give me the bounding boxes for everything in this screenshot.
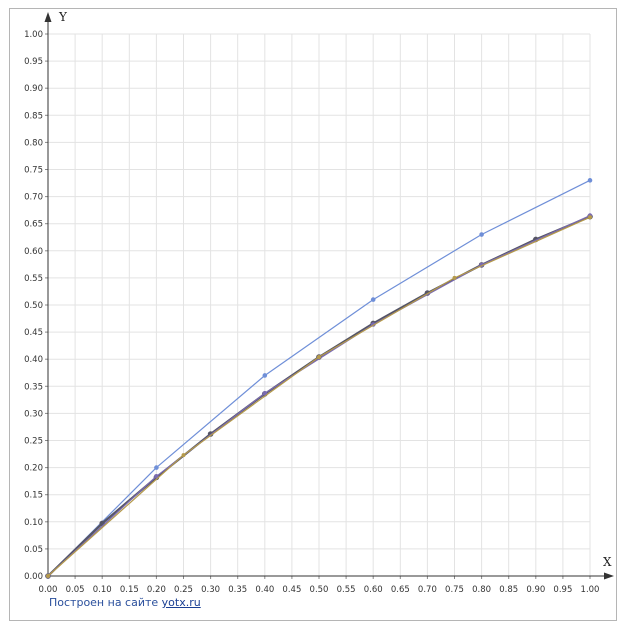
y-tick-label: 0.05: [24, 545, 43, 555]
y-tick-label: 0.40: [24, 355, 43, 365]
x-tick-label: 0.70: [418, 585, 437, 595]
series-4-point: [588, 215, 592, 220]
x-tick-label: 0.35: [228, 585, 247, 595]
credit-link[interactable]: yotx.ru: [161, 596, 201, 609]
y-tick-labels: 0.00 0.05 0.10 0.15 0.20 0.25 0.30 0.35 0.40 0.45…: [24, 30, 43, 582]
y-tick-label: 0.20: [24, 464, 43, 474]
x-tick-label: 0.50: [310, 585, 329, 595]
x-tick-label: 0.95: [553, 585, 572, 595]
series-4-point: [317, 355, 321, 360]
series-4: [46, 215, 592, 578]
y-tick-label: 0.50: [24, 301, 43, 311]
credit-line: Построен на сайте yotx.ru: [49, 596, 201, 609]
series-4-point: [181, 453, 186, 458]
y-tick-label: 0.45: [24, 328, 43, 338]
x-tick-labels: 0.00 0.05 0.10 0.15 0.20 0.25 0.30 0.35 0.40 0.45…: [39, 585, 600, 595]
x-tick-label: 0.85: [499, 585, 518, 595]
y-tick-label: 0.25: [24, 437, 43, 447]
x-tick-label: 0.45: [282, 585, 301, 595]
credit-text: Построен на сайте: [49, 596, 162, 609]
y-tick-label: 0.10: [24, 518, 43, 528]
y-tick-label: 0.70: [24, 193, 43, 203]
x-tick-label: 0.90: [526, 585, 545, 595]
y-tick-label: 0.85: [24, 111, 43, 121]
y-tick-label: 0.65: [24, 220, 43, 230]
axes: X Y: [44, 10, 614, 580]
x-tick-label: 0.55: [337, 585, 356, 595]
x-tick-label: 0.75: [445, 585, 464, 595]
y-tick-label: 0.15: [24, 491, 43, 501]
x-tick-label: 0.80: [472, 585, 491, 595]
x-tick-label: 0.25: [174, 585, 193, 595]
x-axis-arrow: [604, 572, 614, 580]
x-tick-label: 0.15: [120, 585, 139, 595]
series-group: [45, 178, 593, 579]
series-1-line: [47, 179, 591, 577]
x-tick-label: 0.60: [364, 585, 383, 595]
y-tick-label: 0.60: [24, 247, 43, 257]
x-tick-label: 0.40: [255, 585, 274, 595]
series-1-point: [262, 373, 268, 378]
x-tick-label: 0.65: [391, 585, 410, 595]
x-tick-label: 0.00: [39, 585, 58, 595]
x-tick-label: 1.00: [581, 585, 600, 595]
x-axis-label: X: [603, 555, 612, 569]
y-tick-label: 1.00: [24, 30, 43, 40]
y-tick-label: 0.30: [24, 409, 43, 419]
series-4-point: [452, 275, 457, 280]
x-tick-label: 0.10: [93, 585, 112, 595]
x-tick-label: 0.20: [147, 585, 166, 595]
y-tick-label: 0.35: [24, 382, 43, 392]
series-1-point: [479, 232, 484, 237]
series-3-point: [262, 391, 268, 396]
series-1-point: [154, 465, 159, 470]
series-4-point: [46, 574, 50, 578]
y-tick-label: 0.90: [24, 84, 43, 94]
y-tick-label: 0.55: [24, 274, 43, 284]
series-1-point: [587, 178, 593, 183]
series-1-point: [370, 297, 376, 302]
y-axis-label: Y: [58, 10, 68, 24]
y-tick-label: 0.75: [24, 166, 43, 176]
series-3-point: [154, 473, 159, 479]
y-tick-label: 0.95: [24, 57, 43, 67]
x-tick-label: 0.30: [201, 585, 220, 595]
y-tick-label: 0.80: [24, 138, 43, 148]
y-axis-arrow: [44, 12, 52, 22]
x-tick-label: 0.05: [66, 585, 85, 595]
y-tick-label: 0.00: [24, 572, 43, 582]
